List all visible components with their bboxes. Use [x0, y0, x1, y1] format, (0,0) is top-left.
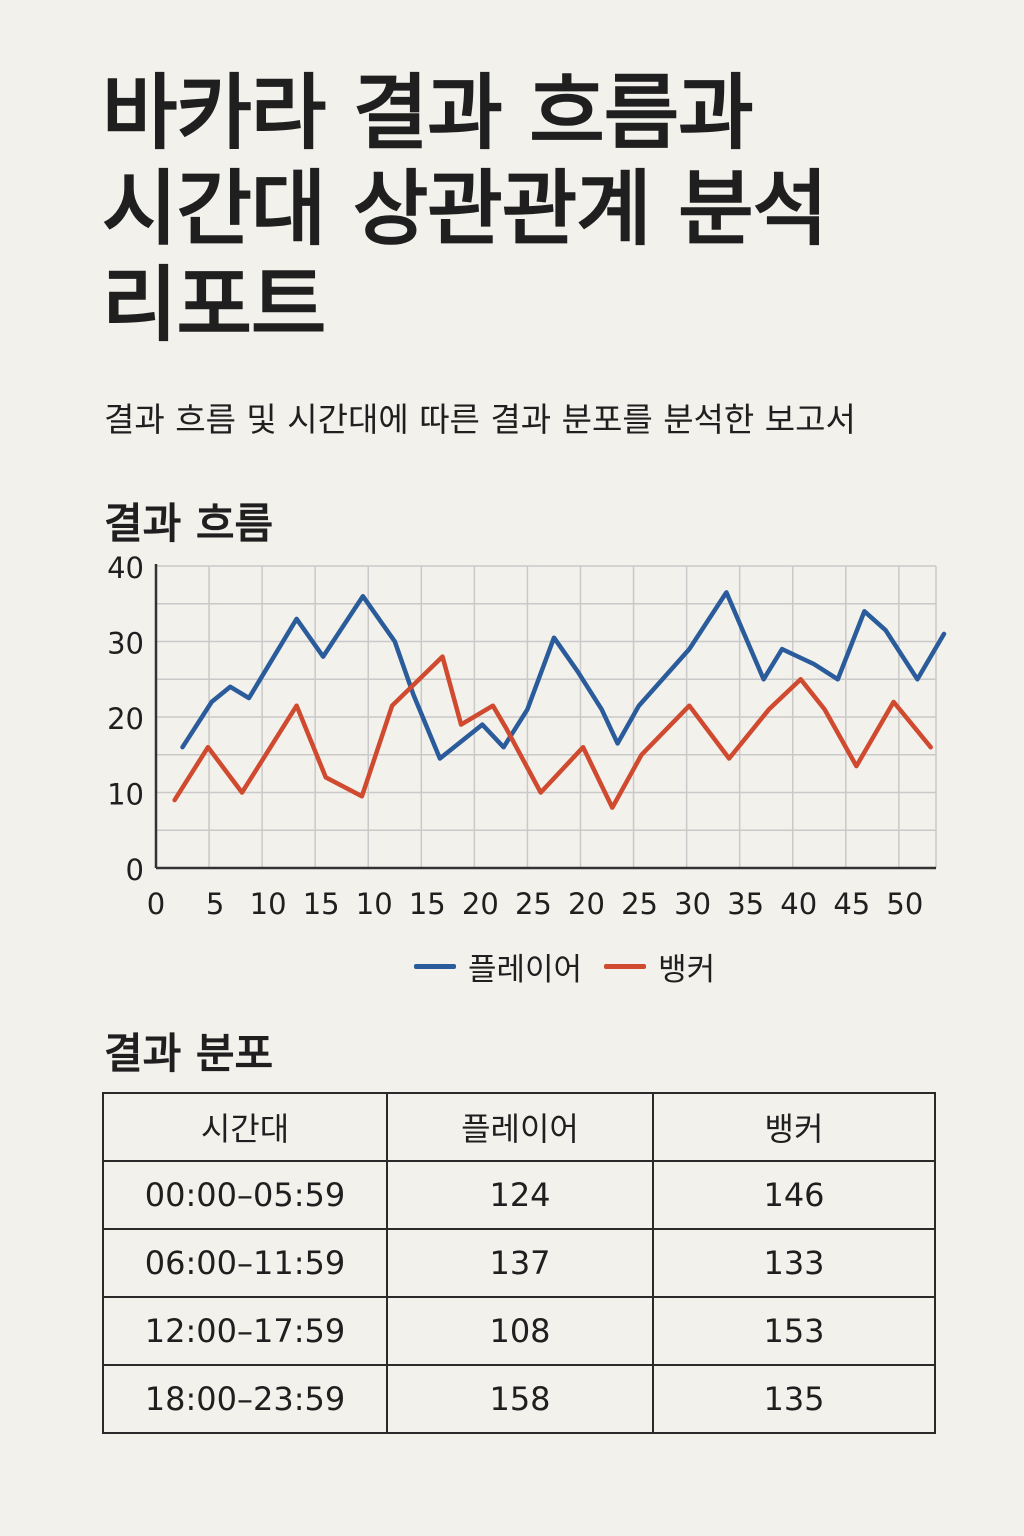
table-header-row: 시간대 플레이어 뱅커: [102, 1092, 936, 1162]
x-tick-label: 20: [568, 887, 605, 921]
player-series-line: [180, 590, 947, 761]
distribution-table: 시간대 플레이어 뱅커 00:00–05:59 124 146 06:00–11…: [102, 1092, 936, 1434]
report-title-line-3: 리포트: [102, 258, 326, 353]
y-tick-label: 20: [107, 702, 144, 736]
chart-tick-labels: 0 10 20 30 40 0 5 10 15 10 15 20 25 20 25 30 35 40 45 50: [107, 551, 923, 921]
report-title-line-2: 시간대 상관관계 분석: [102, 162, 828, 257]
x-tick-label: 0: [147, 887, 165, 921]
table-cell-banker: 153: [652, 1296, 936, 1366]
y-tick-label: 10: [107, 778, 144, 812]
table-cell-time: 06:00–11:59: [102, 1228, 388, 1298]
x-tick-label: 40: [780, 887, 817, 921]
chart-series: [172, 590, 947, 810]
table-header-player: 플레이어: [386, 1092, 654, 1162]
x-tick-label: 15: [409, 887, 446, 921]
table-cell-time: 18:00–23:59: [102, 1364, 388, 1434]
table-cell-player: 124: [386, 1160, 654, 1230]
legend-item-player: 플레이어: [414, 944, 582, 989]
x-tick-label: 45: [833, 887, 870, 921]
table-cell-banker: 133: [652, 1228, 936, 1298]
y-tick-label: 30: [107, 627, 144, 661]
distribution-section-title: 결과 분포: [104, 1029, 274, 1078]
table-cell-player: 108: [386, 1296, 654, 1366]
result-flow-chart: 0 10 20 30 40 0 5 10 15 10 15 20 25 20 25 30 35 40 45 50: [107, 551, 947, 921]
report-subtitle: 결과 흐름 및 시간대에 따른 결과 분포를 분석한 보고서: [104, 400, 856, 439]
legend-item-banker: 뱅커: [604, 944, 715, 989]
table-row: 18:00–23:59 158 135: [102, 1364, 936, 1434]
chart-axes: [154, 564, 936, 870]
table-header-time: 시간대: [102, 1092, 388, 1162]
x-tick-label: 5: [206, 887, 224, 921]
banker-series-line: [172, 654, 933, 810]
x-tick-label: 20: [462, 887, 499, 921]
table-cell-time: 00:00–05:59: [102, 1160, 388, 1230]
legend-swatch-banker: [604, 963, 647, 969]
report-title-line-1: 바카라 결과 흐름과: [102, 66, 754, 161]
x-tick-label: 25: [515, 887, 552, 921]
chart-legend: 플레이어 뱅커: [414, 942, 715, 990]
table-row: 06:00–11:59 137 133: [102, 1228, 936, 1298]
legend-swatch-player: [414, 963, 456, 969]
table-header-banker: 뱅커: [652, 1092, 936, 1162]
x-tick-label: 30: [674, 887, 711, 921]
chart-grid: [156, 565, 937, 868]
table-cell-time: 12:00–17:59: [102, 1296, 388, 1366]
legend-label-player: 플레이어: [468, 951, 583, 988]
x-tick-label: 50: [886, 887, 923, 921]
table-row: 12:00–17:59 108 153: [102, 1296, 936, 1366]
table-cell-banker: 146: [652, 1160, 936, 1230]
table-cell-banker: 135: [652, 1364, 936, 1434]
x-tick-label: 35: [727, 887, 764, 921]
legend-label-banker: 뱅커: [658, 951, 716, 988]
flow-section-title: 결과 흐름: [104, 499, 274, 548]
x-tick-label: 10: [250, 887, 287, 921]
report-title: 바카라 결과 흐름과 시간대 상관관계 분석 리포트: [102, 66, 962, 354]
y-tick-label: 0: [126, 853, 144, 887]
table-cell-player: 137: [386, 1228, 654, 1298]
table-cell-player: 158: [386, 1364, 654, 1434]
x-tick-label: 10: [356, 887, 393, 921]
x-tick-label: 25: [621, 887, 658, 921]
y-tick-label: 40: [107, 551, 144, 585]
x-tick-label: 15: [303, 887, 340, 921]
table-row: 00:00–05:59 124 146: [102, 1160, 936, 1230]
